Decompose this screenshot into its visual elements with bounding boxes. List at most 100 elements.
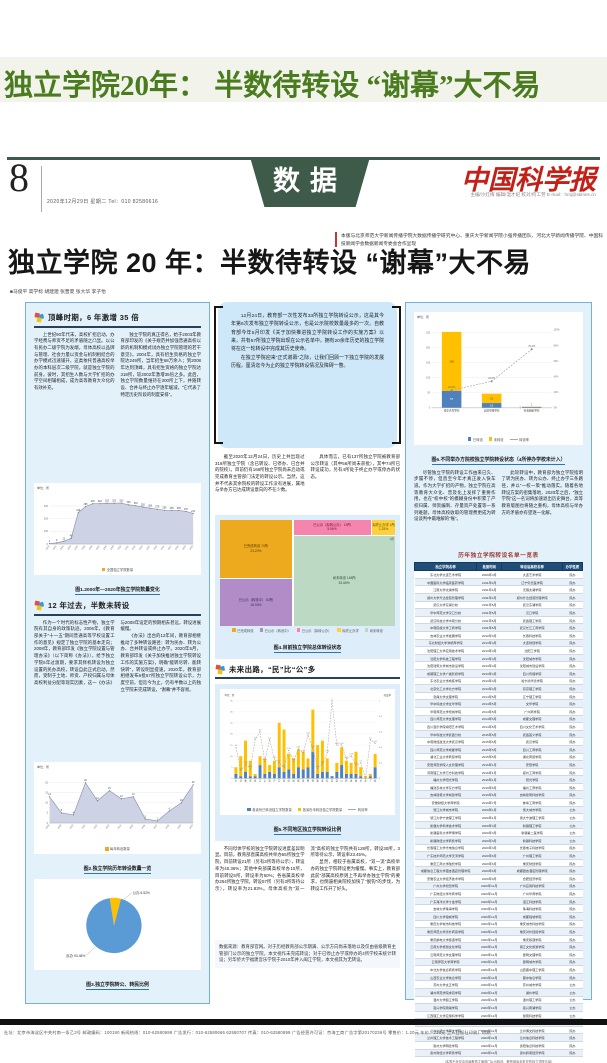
table-row: 北京化工大学北方学院 2013年4月 燕京理工学院 民办	[414, 684, 583, 693]
svg-text:2009: 2009	[58, 824, 63, 830]
treemap-block: 拟终止办学 4所 1.25%	[372, 520, 395, 535]
svg-text:0.4: 0.4	[379, 747, 383, 749]
svg-text:2002: 2002	[60, 544, 65, 550]
svg-text:16: 16	[490, 403, 494, 407]
figure2-unit-label: 单位：所	[37, 764, 50, 769]
svg-text:冀: 冀	[244, 779, 247, 783]
svg-text:196: 196	[449, 359, 454, 363]
svg-text:0: 0	[379, 778, 381, 780]
intro-box-wrap: 12月24日，教育部一次性发布33所独立学院转设公示，这是其今年第6次发布独立学…	[214, 302, 401, 448]
svg-text:13: 13	[48, 793, 51, 796]
section1-body-text: 上世纪90年代末，高校扩招启动，办学经费与师资不足的矛盾随之凸显。以公有民办二级…	[34, 331, 201, 397]
table-header-cell: 独立学院名称	[413, 561, 478, 572]
svg-text:宁: 宁	[369, 779, 372, 783]
svg-text:34.0%: 34.0%	[488, 377, 496, 380]
svg-text:11: 11	[96, 797, 99, 800]
table-row: 安阳师范学院人文管理学院 2016年1月 安阳学院 民办	[414, 760, 583, 769]
svg-text:5: 5	[61, 809, 63, 812]
svg-text:2018: 2018	[166, 824, 171, 830]
svg-text:黑: 黑	[268, 779, 271, 783]
figure3-caption: 图3.独立学院转公、转民比例	[86, 983, 149, 991]
svg-text:吉: 吉	[264, 779, 267, 783]
svg-text:渝: 渝	[336, 779, 339, 783]
svg-text:16: 16	[108, 787, 111, 790]
svg-text:2000: 2000	[46, 544, 51, 550]
svg-text:60%: 60%	[554, 361, 559, 363]
svg-text:0.22: 0.22	[263, 759, 267, 761]
svg-text:150: 150	[426, 362, 431, 365]
figure2-line-chart: 0 5 10 15 20 13 5 4 20 11 16 12 13 2 1 6 10 19 2008 2009 201…	[37, 770, 198, 845]
figure5-panel: 0 5 10 15 20 25 30 35 0 0.2 0.4 0.6 0.8 1 0.4 0.1 0.18 0.…	[215, 684, 400, 841]
svg-text:15: 15	[45, 790, 48, 794]
svg-text:250: 250	[426, 332, 431, 335]
svg-text:0.43: 0.43	[335, 743, 339, 745]
svg-text:2001: 2001	[53, 544, 58, 550]
svg-text:辽: 辽	[259, 779, 262, 783]
svg-text:292: 292	[141, 503, 146, 506]
table-row: 贵州财经大学商务学院 2020年12月 贵州黔南经济学院 民办	[414, 1049, 583, 1058]
collaboration-note: 本版与北京师范大学新闻传播学院大数据传播学研究中心、重庆大学新闻学院小强传播团队…	[335, 232, 603, 248]
svg-text:滇: 滇	[350, 779, 353, 783]
table-row: 长春理工大学光电信息学院 2020年3月 长春电子科技学院 民办	[414, 844, 583, 853]
right-bracket-decoration	[392, 306, 401, 444]
svg-text:0%: 0%	[554, 408, 557, 410]
table-row: 江西理工大学应用科学学院 2020年12月 赣南科技学院 公办	[414, 1011, 583, 1020]
svg-text:2017: 2017	[168, 544, 173, 550]
figure6-legend: 已转设 未转设 转设率	[417, 437, 580, 442]
article-byline: ■马俊平 高学标 胡建建 张晋夏 张大华 李子怡	[10, 290, 106, 295]
svg-text:甘: 甘	[360, 779, 363, 783]
svg-text:249: 249	[76, 508, 81, 511]
svg-text:2004: 2004	[75, 544, 80, 550]
table-row: 广州大学松田学院 2020年12月 广州应用科技学院 民办	[414, 882, 583, 891]
svg-text:2010: 2010	[118, 544, 123, 550]
svg-text:2003: 2003	[68, 544, 73, 550]
table-row: 重庆大学城市科技学院 2020年12月 重庆城市科技学院 民办	[414, 920, 583, 929]
svg-text:1: 1	[531, 405, 533, 407]
paper-logo: 中国科学报	[461, 165, 596, 195]
svg-text:57: 57	[450, 397, 454, 401]
figure3-pie-chart: 公办 6.52% 民办 93.48%	[37, 882, 198, 967]
table-row: 东北财经大学津桥商学院 2013年4月 大连财经学院 民办	[414, 639, 583, 648]
svg-text:2017: 2017	[154, 824, 159, 830]
figure1-line-chart: 0 100 200 300 4 9 22 45 249 295 318 318 322 322 323 309…	[37, 491, 198, 566]
figure6-bar-line-chart: 0 50 100 150 200 250 0% 20% 40% 60% 80% 100% 57 196 16…	[417, 320, 580, 435]
svg-text:2016: 2016	[142, 824, 147, 830]
svg-text:318: 318	[98, 500, 103, 503]
svg-text:浙: 浙	[283, 779, 286, 783]
svg-text:10: 10	[230, 756, 233, 758]
svg-text:300: 300	[44, 503, 49, 507]
table-row: 成都信息工程大学银杏酒店管理学院 2020年6月 成都银杏酒店管理学院 民办	[414, 866, 583, 875]
svg-text:2010: 2010	[70, 824, 75, 830]
table-row: 吉林大学珠海学院 2020年12月 珠海科技学院 民办	[414, 904, 583, 913]
middle-column: 12月24日，教育部一次性发布33所独立学院转设公示，这是其今年第6次发布独立学…	[214, 302, 401, 969]
svg-text:2014: 2014	[146, 544, 151, 550]
conversion-table-box: 独立学院名称 批复时间 转设后高校名称 办学性质 东北大学大连艺术学院 2009年4月 大连…	[413, 561, 584, 1058]
svg-text:青: 青	[364, 779, 367, 783]
figure2-card: 单位：所 0 5 10 15 20 13 5 4 20 11 16 12 13 2 1 6 10 19 2008 20…	[34, 761, 201, 855]
svg-text:0.5: 0.5	[369, 737, 372, 739]
table-header-cell: 转设后高校名称	[501, 561, 563, 572]
figure6-unit-label: 单位：所	[417, 315, 430, 319]
table-row: 四川音乐学院绵阳艺术学院 2014年5月 四川文化艺术学院 民办	[414, 722, 583, 731]
table-row: 东北农业大学成栋学院 2013年4月 哈尔滨华德学院 民办	[414, 677, 583, 686]
figure4-panel: 已完成转设 74所 23.20% 已公示（转设中） 54所 16.93% 已公示（拟转公…	[215, 515, 400, 659]
svg-text:蒙: 蒙	[254, 779, 257, 783]
table-row: 山西农业大学信息学院 2020年12月 晋中信息学院 民办	[414, 973, 583, 982]
svg-text:0.18: 0.18	[244, 762, 248, 764]
svg-text:0.36: 0.36	[287, 748, 291, 750]
svg-text:0.2: 0.2	[278, 761, 281, 763]
svg-text:0.38: 0.38	[297, 747, 301, 749]
svg-text:0.13: 0.13	[316, 766, 320, 768]
svg-text:4: 4	[49, 539, 51, 542]
staff-line: 主编/沙红梅 编辑/温才妃 校对/何工劳 E-mail：hmj@stimes.c…	[470, 192, 596, 197]
table-row: 沈阳大学科技工程学院 2013年4月 沈阳城市学院 民办	[414, 654, 583, 663]
figure6-card: 单位：所 0 50 100 150 200 250 0% 20% 40% 60% 80% 100% 57…	[414, 312, 583, 445]
svg-text:0: 0	[47, 541, 49, 545]
table-row: 苏州大学文正学院 2020年12月 苏州城市学院 公办	[414, 980, 583, 989]
figure4-treemap: 已完成转设 74所 23.20% 已公示（转设中） 54所 16.93% 已公示（拟转公…	[220, 520, 395, 626]
svg-text:陕: 陕	[355, 779, 358, 783]
table-row: 东北大学大连艺术学院 2009年4月 大连艺术学院 民办	[414, 570, 583, 579]
svg-text:13: 13	[132, 793, 135, 796]
svg-text:3: 3	[520, 407, 522, 409]
svg-text:265: 265	[177, 506, 182, 509]
